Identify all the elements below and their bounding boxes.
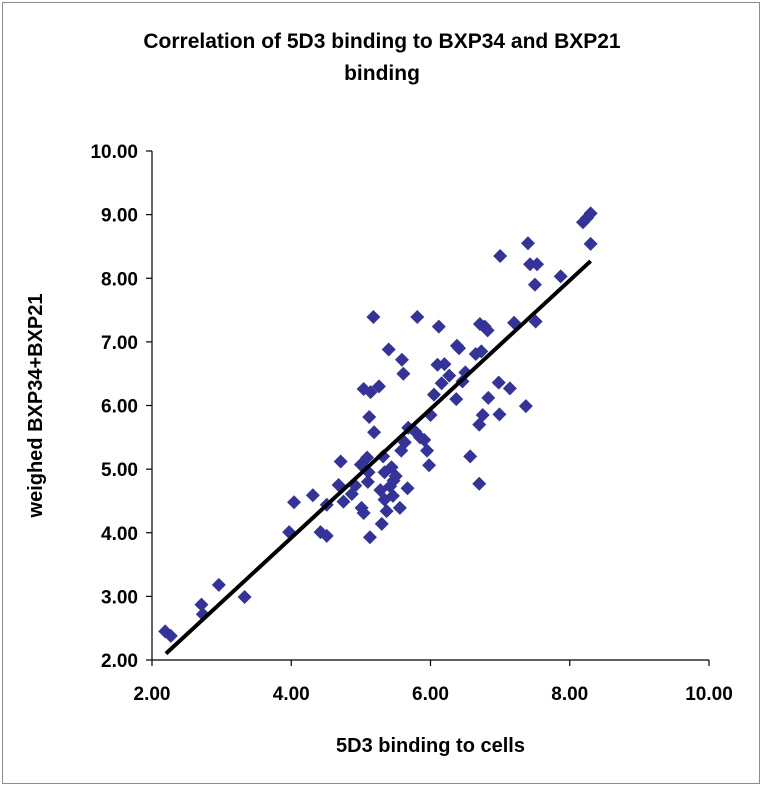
data-point — [392, 500, 407, 515]
data-point — [336, 494, 351, 509]
data-point — [437, 357, 452, 372]
data-point — [163, 628, 178, 643]
data-point — [417, 432, 432, 447]
tick-labels: 2.00 3.00 4.00 5.00 6.00 7.00 8.00 9.00 10.00 2.0… — [90, 142, 732, 705]
data-point — [374, 516, 389, 531]
data-point — [492, 407, 507, 422]
x-tick-label: 4.00 — [273, 684, 310, 705]
x-tick-label: 10.00 — [685, 684, 733, 705]
data-point — [305, 488, 320, 503]
x-tick-label: 6.00 — [412, 684, 449, 705]
data-point — [367, 425, 382, 440]
data-point — [356, 506, 371, 521]
data-point — [472, 476, 487, 491]
data-point — [583, 206, 598, 221]
x-tick-label: 8.00 — [551, 684, 588, 705]
data-point — [371, 379, 386, 394]
chart-title: Correlation of 5D3 binding to BXP34 and … — [0, 26, 764, 90]
data-point — [396, 366, 411, 381]
y-tick-label: 8.00 — [101, 269, 138, 290]
data-point — [381, 342, 396, 357]
data-points — [158, 206, 598, 643]
y-tick-label: 10.00 — [90, 142, 138, 163]
data-point — [493, 248, 508, 263]
y-tick-label: 6.00 — [101, 397, 138, 418]
data-point — [287, 495, 302, 510]
y-tick-label: 9.00 — [101, 206, 138, 227]
axes — [146, 150, 710, 666]
data-point — [502, 381, 517, 396]
trendline — [164, 259, 592, 656]
x-axis-label: 5D3 binding to cells — [336, 735, 525, 757]
data-point — [431, 319, 446, 334]
data-point — [491, 375, 506, 390]
data-point — [376, 449, 391, 464]
data-point — [360, 474, 375, 489]
data-point — [354, 500, 369, 515]
data-point — [237, 590, 252, 605]
data-point — [475, 408, 490, 423]
data-point — [366, 310, 381, 325]
data-point — [360, 450, 375, 465]
data-point — [553, 269, 568, 284]
data-point — [319, 528, 334, 543]
data-point — [420, 443, 435, 458]
data-point — [388, 469, 403, 484]
data-point — [194, 597, 209, 612]
data-point — [394, 352, 409, 367]
data-point — [422, 458, 437, 473]
y-tick-label: 5.00 — [101, 460, 138, 481]
y-tick-label: 7.00 — [101, 333, 138, 354]
data-point — [362, 530, 377, 545]
data-point — [333, 454, 348, 469]
data-point — [583, 236, 598, 251]
chart-title-line-2: binding — [344, 62, 420, 85]
data-point — [452, 341, 467, 356]
data-point — [528, 314, 543, 329]
data-point — [527, 277, 542, 292]
data-point — [410, 310, 425, 325]
data-point — [426, 387, 441, 402]
y-tick-label: 2.00 — [101, 651, 138, 672]
data-point — [474, 344, 489, 359]
data-point — [379, 504, 394, 519]
y-axis-label: weighed BXP34+BXP21 — [25, 294, 47, 519]
data-point — [211, 577, 226, 592]
chart-title-line-1: Correlation of 5D3 binding to BXP34 and … — [143, 30, 621, 53]
x-tick-label: 2.00 — [134, 684, 171, 705]
data-point — [363, 385, 378, 400]
data-point — [449, 392, 464, 407]
data-point — [442, 368, 457, 383]
data-point — [397, 435, 412, 450]
data-point — [530, 257, 545, 272]
data-point — [518, 399, 533, 414]
data-point — [481, 390, 496, 405]
data-point — [480, 323, 495, 338]
data-point — [385, 488, 400, 503]
data-point — [400, 481, 415, 496]
data-point — [520, 236, 535, 251]
trendline-line — [164, 259, 592, 656]
data-point — [362, 409, 377, 424]
data-point — [434, 376, 449, 391]
y-tick-label: 4.00 — [101, 524, 138, 545]
data-point — [463, 449, 478, 464]
y-tick-label: 3.00 — [101, 587, 138, 608]
